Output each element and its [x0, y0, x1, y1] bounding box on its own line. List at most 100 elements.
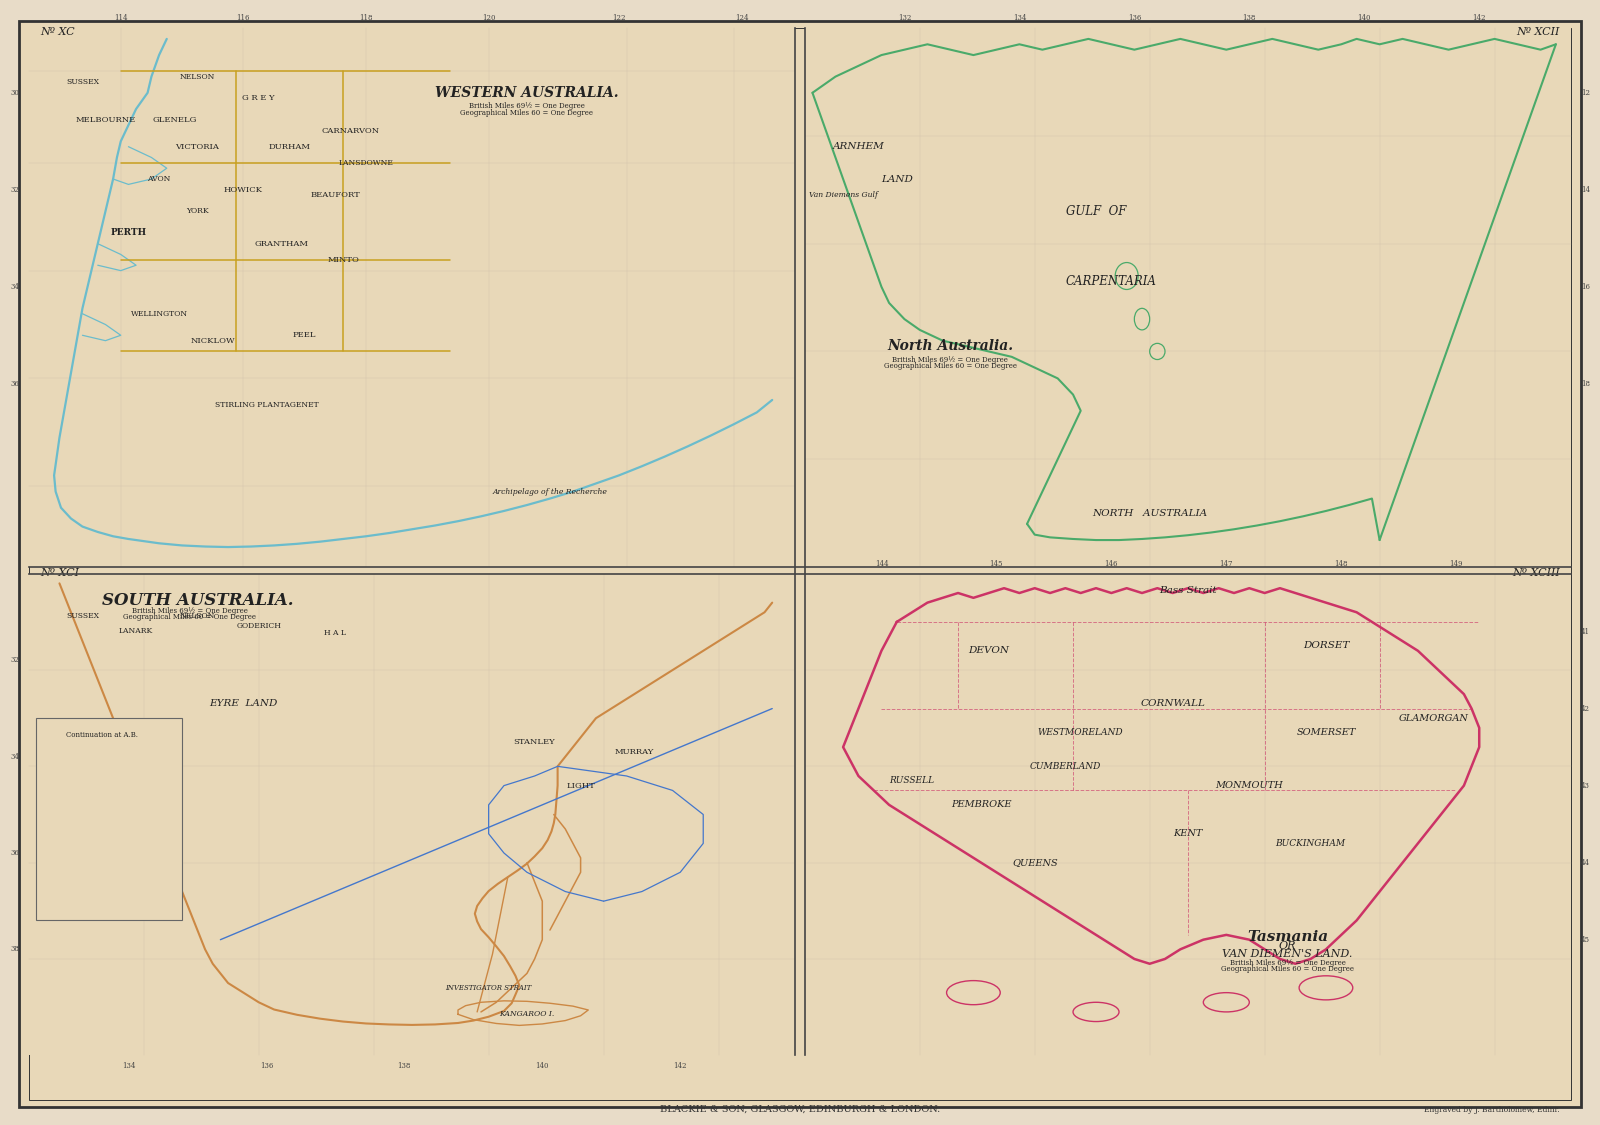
- Text: INVESTIGATOR STRAIT: INVESTIGATOR STRAIT: [445, 984, 531, 992]
- Text: CORNWALL: CORNWALL: [1141, 700, 1205, 709]
- Text: British Miles 69½ = One Degree: British Miles 69½ = One Degree: [1230, 958, 1346, 966]
- Text: 122: 122: [613, 15, 626, 22]
- Text: 147: 147: [1219, 560, 1234, 568]
- Text: Geographical Miles 60 = One Degree: Geographical Miles 60 = One Degree: [883, 362, 1018, 370]
- Text: Engraved by J. Bartholomew, Edinr.: Engraved by J. Bartholomew, Edinr.: [1424, 1106, 1560, 1114]
- Text: OR: OR: [1278, 942, 1296, 952]
- Text: SUSSEX: SUSSEX: [66, 612, 99, 620]
- Text: 12: 12: [1581, 89, 1590, 97]
- Text: GRANTHAM: GRANTHAM: [254, 240, 309, 248]
- Text: MINTO: MINTO: [326, 255, 358, 264]
- Text: 44: 44: [1581, 858, 1590, 866]
- Text: GODERICH: GODERICH: [237, 622, 282, 630]
- Text: 45: 45: [1581, 936, 1590, 944]
- Text: 148: 148: [1334, 560, 1349, 568]
- Text: DEVON: DEVON: [968, 646, 1010, 655]
- Text: 136: 136: [1128, 15, 1141, 22]
- Text: STIRLING PLANTAGENET: STIRLING PLANTAGENET: [214, 402, 318, 410]
- Text: 43: 43: [1581, 782, 1590, 790]
- Text: British Miles 69½ = One Degree: British Miles 69½ = One Degree: [893, 356, 1008, 363]
- Text: Nº XCIII: Nº XCIII: [1512, 568, 1560, 578]
- Text: LANARK: LANARK: [118, 627, 154, 634]
- Text: 34: 34: [10, 282, 19, 290]
- Text: LAND: LAND: [882, 174, 912, 183]
- Text: 34: 34: [10, 753, 19, 760]
- Bar: [37, 718, 182, 920]
- Text: DURHAM: DURHAM: [269, 143, 310, 151]
- Text: BEAUFORT: BEAUFORT: [310, 191, 360, 199]
- Text: G R E Y: G R E Y: [243, 94, 275, 102]
- Text: 138: 138: [1243, 15, 1256, 22]
- Text: NICKLOW: NICKLOW: [190, 336, 235, 344]
- Text: 36: 36: [10, 380, 19, 388]
- Bar: [29, 28, 795, 567]
- Text: NELSON: NELSON: [179, 73, 214, 81]
- Text: MURRAY: MURRAY: [614, 748, 654, 756]
- Text: Geographical Miles 60 = One Degree: Geographical Miles 60 = One Degree: [1221, 964, 1354, 973]
- Text: Nº XCII: Nº XCII: [1517, 27, 1560, 37]
- Text: 124: 124: [734, 15, 749, 22]
- Text: 118: 118: [360, 15, 373, 22]
- Text: LIGHT: LIGHT: [566, 782, 595, 790]
- Text: RUSSELL: RUSSELL: [890, 776, 934, 785]
- Text: KENT: KENT: [1173, 829, 1203, 838]
- Text: Nº XCI: Nº XCI: [40, 568, 78, 578]
- Text: 18: 18: [1581, 380, 1590, 388]
- Text: AVON: AVON: [147, 176, 171, 183]
- Text: Nº XC: Nº XC: [40, 27, 75, 37]
- Text: 142: 142: [674, 1062, 686, 1070]
- Bar: [805, 574, 1571, 1055]
- Text: Continuation at A.B.: Continuation at A.B.: [66, 731, 138, 739]
- Text: WESTERN AUSTRALIA.: WESTERN AUSTRALIA.: [435, 86, 619, 100]
- Text: PEMBROKE: PEMBROKE: [950, 800, 1011, 809]
- Text: 42: 42: [1581, 704, 1590, 712]
- Text: CARPENTARIA: CARPENTARIA: [1066, 274, 1157, 288]
- Text: EYRE  LAND: EYRE LAND: [210, 700, 277, 709]
- Text: Geographical Miles 60 = One Degree: Geographical Miles 60 = One Degree: [461, 109, 594, 117]
- Text: Van Diemens Gulf: Van Diemens Gulf: [808, 191, 877, 199]
- Text: 14: 14: [1581, 186, 1590, 193]
- Bar: [29, 574, 795, 1055]
- Text: 132: 132: [898, 15, 910, 22]
- Text: 134: 134: [1013, 15, 1026, 22]
- Text: KANGAROO I.: KANGAROO I.: [499, 1010, 555, 1018]
- Text: SOMERSET: SOMERSET: [1296, 728, 1355, 737]
- Text: 38: 38: [10, 945, 19, 953]
- Text: British Miles 69½ = One Degree: British Miles 69½ = One Degree: [469, 102, 586, 110]
- Text: BUCKINGHAM: BUCKINGHAM: [1275, 839, 1346, 848]
- Text: 36: 36: [10, 849, 19, 857]
- Text: PERTH: PERTH: [110, 228, 147, 237]
- Text: 136: 136: [259, 1062, 274, 1070]
- Text: DORSET: DORSET: [1302, 641, 1349, 650]
- Text: ARNHEM: ARNHEM: [832, 142, 885, 151]
- Text: MELBOURNE: MELBOURNE: [75, 116, 136, 124]
- Text: 144: 144: [875, 560, 888, 568]
- Text: 30: 30: [10, 89, 19, 97]
- Text: GULF  OF: GULF OF: [1066, 205, 1126, 218]
- Text: 149: 149: [1450, 560, 1462, 568]
- Text: 142: 142: [1472, 15, 1486, 22]
- Text: 146: 146: [1104, 560, 1118, 568]
- Text: NELSON: NELSON: [179, 612, 214, 620]
- Text: 32: 32: [10, 186, 19, 193]
- Text: SUSSEX: SUSSEX: [66, 78, 99, 85]
- Text: 116: 116: [237, 15, 250, 22]
- Text: GLAMORGAN: GLAMORGAN: [1398, 713, 1469, 722]
- Text: 32: 32: [10, 656, 19, 665]
- Text: Archipelago of the Recherche: Archipelago of the Recherche: [493, 487, 608, 495]
- Text: VICTORIA: VICTORIA: [176, 143, 219, 151]
- Text: 114: 114: [114, 15, 128, 22]
- Text: MONMOUTH: MONMOUTH: [1216, 781, 1283, 790]
- Text: North Australia.: North Australia.: [888, 339, 1013, 353]
- Text: CUMBERLAND: CUMBERLAND: [1030, 762, 1101, 771]
- Text: LANSDOWNE: LANSDOWNE: [339, 159, 394, 166]
- Text: HOWICK: HOWICK: [224, 186, 262, 193]
- Text: NORTH   AUSTRALIA: NORTH AUSTRALIA: [1093, 508, 1208, 518]
- Text: QUEENS: QUEENS: [1011, 858, 1058, 867]
- Text: H A L: H A L: [325, 629, 346, 637]
- Text: GLENELG: GLENELG: [152, 116, 197, 124]
- Text: 140: 140: [1357, 15, 1371, 22]
- Text: 41: 41: [1581, 628, 1590, 636]
- Bar: [805, 28, 1571, 567]
- Text: SOUTH AUSTRALIA.: SOUTH AUSTRALIA.: [102, 592, 293, 609]
